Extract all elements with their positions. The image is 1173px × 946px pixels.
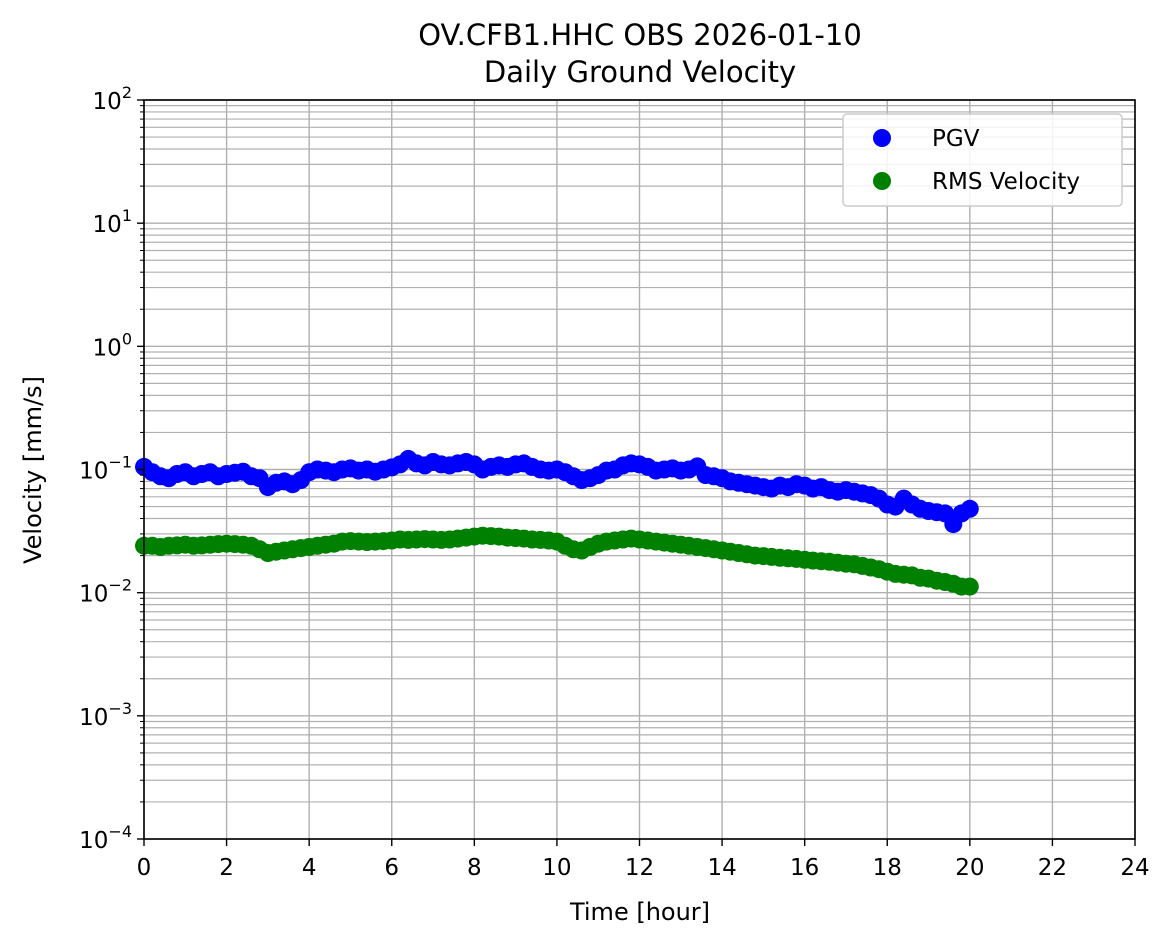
x-tick-label: 22 [1038, 855, 1067, 881]
y-tick-label: 102 [93, 83, 132, 115]
legend-marker-rms-velocity [873, 172, 891, 190]
series-1 [135, 526, 979, 596]
y-tick-label: 100 [93, 329, 132, 361]
x-tick-label: 0 [137, 855, 152, 881]
chart-subtitle: Daily Ground Velocity [484, 55, 796, 89]
y-tick-label: 10−3 [79, 699, 132, 731]
chart-title: OV.CFB1.HHC OBS 2026-01-10 [418, 18, 862, 52]
data-point [960, 499, 979, 518]
x-axis-label: Time [hour] [569, 898, 710, 926]
y-tick-label: 10−1 [79, 453, 132, 485]
y-tick-label: 101 [93, 206, 132, 238]
y-tick-label: 10−2 [79, 576, 132, 608]
legend-label-rms-velocity: RMS Velocity [932, 169, 1080, 195]
legend-label-pgv: PGV [932, 126, 980, 152]
legend-box [842, 113, 1123, 207]
y-axis-label: Velocity [mm/s] [19, 376, 47, 564]
x-tick-label: 8 [467, 855, 482, 881]
x-tick-label: 18 [873, 855, 902, 881]
data-point [960, 577, 979, 596]
legend-marker-pgv [873, 129, 891, 147]
x-tick-label: 14 [707, 855, 736, 881]
series-0 [135, 449, 979, 534]
legend: PGV RMS Velocity [842, 113, 1123, 207]
x-tick-label: 2 [219, 855, 234, 881]
x-tick-label: 4 [302, 855, 317, 881]
x-tick-label: 24 [1120, 855, 1149, 881]
y-tick-label: 10−4 [79, 822, 132, 854]
x-tick-label: 16 [790, 855, 819, 881]
x-tick-label: 20 [955, 855, 984, 881]
x-tick-label: 6 [384, 855, 399, 881]
x-tick-label: 10 [542, 855, 571, 881]
x-axis-ticks: 0 2 4 6 8 10 12 14 16 18 20 22 24 [137, 839, 1150, 881]
y-axis-ticks: 10−4 10−3 10−2 10−1 100 101 102 [79, 83, 144, 854]
series-layer [135, 449, 979, 596]
x-tick-label: 12 [625, 855, 654, 881]
